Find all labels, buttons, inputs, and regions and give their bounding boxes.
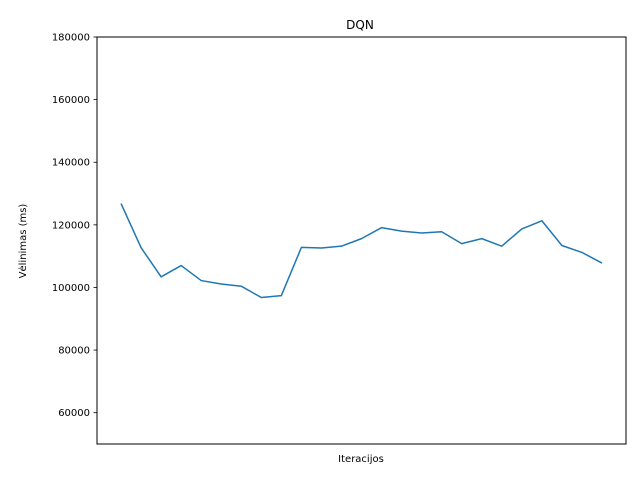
y-tick-label: 140000 (52, 158, 90, 169)
series-layer (120, 203, 603, 299)
x-axis-label: Iteracijos (338, 454, 384, 465)
y-axis-label: Vėlinimas (ms) (18, 204, 29, 279)
y-tick-label: 80000 (58, 346, 90, 357)
axes-frame (96, 36, 627, 445)
chart-title: DQN (346, 18, 374, 32)
y-tick-label: 180000 (52, 33, 90, 44)
series-line (120, 203, 603, 299)
y-tick-label: 120000 (52, 220, 90, 231)
y-tick-label: 160000 (52, 95, 90, 106)
y-axis-ticks: 60000 80000 100000 120000 140000 160000 180000 (52, 33, 97, 419)
y-tick-label: 100000 (52, 283, 90, 294)
y-tick-label: 60000 (58, 408, 90, 419)
